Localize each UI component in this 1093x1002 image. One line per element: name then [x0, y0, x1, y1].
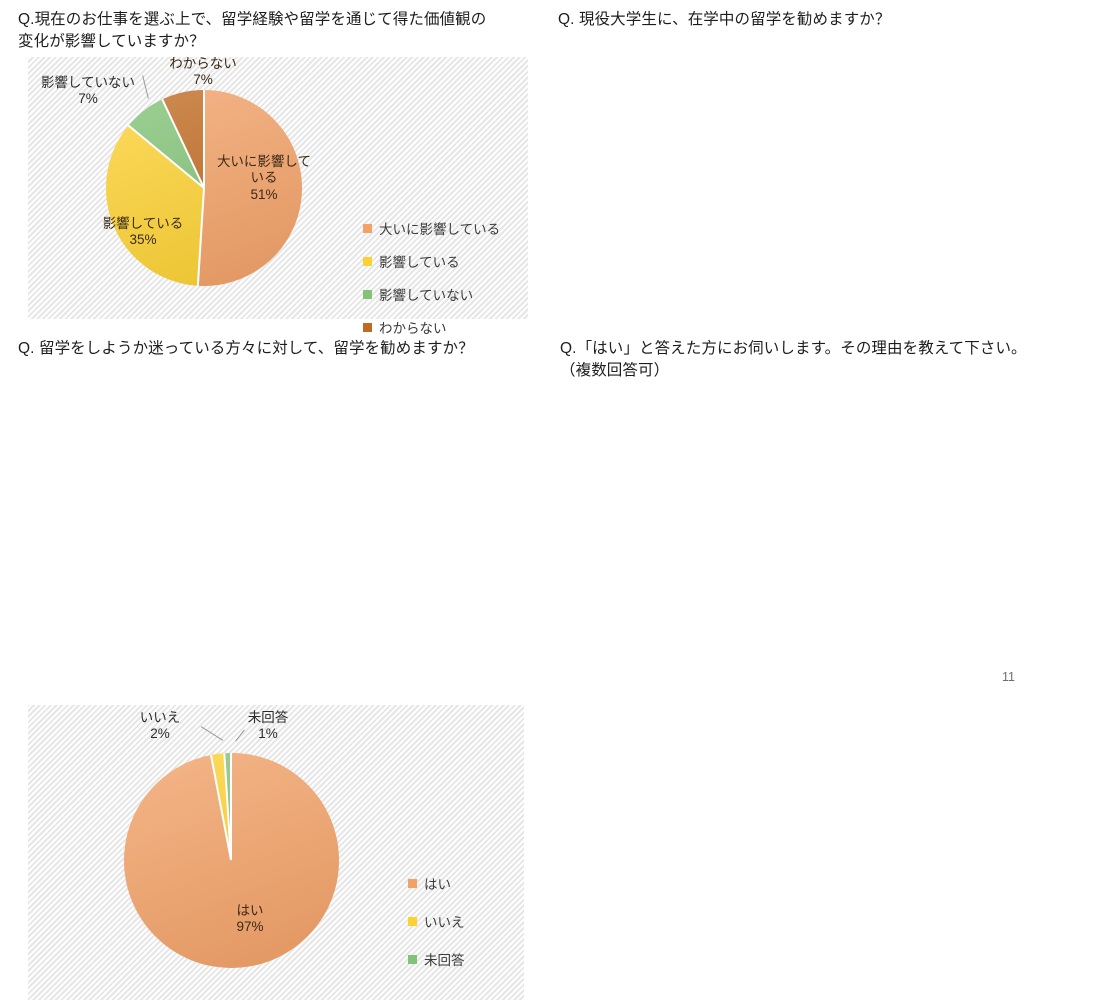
pie-label-q1-slice1: 大いに影響して いる 51%	[216, 154, 312, 202]
legend-swatch-icon	[363, 256, 372, 266]
legend-item[interactable]: 影響している	[363, 251, 500, 271]
legend-label: 影響している	[379, 255, 460, 270]
chart-title-q4: Q.「はい」と答えた方にお伺いします。その理由を教えて下さい。 （複数回答可）	[560, 340, 1027, 380]
pie-chart-q1	[106, 90, 302, 286]
legend-label: 影響していない	[379, 288, 474, 303]
legend-label: わからない	[379, 321, 447, 336]
legend-swatch-icon	[363, 289, 372, 299]
legend-swatch-icon	[408, 878, 417, 888]
pie-label-q1-slice3: 影響していない 7%	[40, 75, 136, 107]
pie-label-q3-slice1: はい 97%	[236, 903, 264, 935]
legend-item[interactable]: 大いに影響している	[363, 218, 500, 238]
legend-item[interactable]: わからない	[363, 317, 500, 337]
legend-item[interactable]: いいえ	[408, 911, 465, 931]
legend-label: 未回答	[424, 953, 465, 968]
pie-label-q1-slice4: わからない 7%	[169, 57, 237, 88]
plot-area-q1: 大いに影響して いる 51% 影響している 35% 影響していない 7% わから…	[28, 57, 528, 319]
pie-leader-line	[200, 726, 224, 741]
chart-title-q3: Q. 留学をしようか迷っている方々に対して、留学を勧めますか？	[18, 340, 474, 357]
legend-swatch-icon	[408, 954, 417, 964]
chart-panel-q4: Q.「はい」と答えた方にお伺いします。その理由を教えて下さい。 （複数回答可） …	[548, 330, 1093, 696]
chart-panel-q3: Q. 留学をしようか迷っている方々に対して、留学を勧めますか？ はい 97% い…	[0, 330, 548, 1000]
pie-label-q3-slice2: いいえ 2%	[139, 710, 181, 742]
legend-label: 大いに影響している	[379, 222, 501, 237]
chart-panel-q1: Q.現在のお仕事を選ぶ上で、留学経験や留学を通じて得た価値観の 変化が影響してい…	[0, 0, 548, 336]
chart-title-q1: Q.現在のお仕事を選ぶ上で、留学経験や留学を通じて得た価値観の 変化が影響してい…	[18, 11, 487, 51]
legend-swatch-icon	[363, 223, 372, 233]
pie-separator	[203, 90, 205, 188]
pie-label-q1-slice2: 影響している 35%	[102, 216, 184, 248]
chart-title-q2: Q. 現役大学生に、在学中の留学を勧めますか？	[558, 11, 891, 28]
legend-item[interactable]: 未回答	[408, 949, 465, 969]
legend-item[interactable]: 影響していない	[363, 284, 500, 304]
pie-label-q3-slice3: 未回答 1%	[247, 710, 289, 742]
legend-q1: 大いに影響している 影響している 影響していない わからない	[363, 218, 500, 350]
legend-swatch-icon	[408, 916, 417, 926]
legend-item[interactable]: はい	[408, 873, 465, 893]
page-number: 11	[1002, 670, 1015, 684]
legend-swatch-icon	[363, 322, 372, 332]
chart-panel-q2: Q. 現役大学生に、在学中の留学を勧めますか？ はい 94% いいえ 6% はい…	[548, 0, 1093, 330]
legend-label: いいえ	[424, 915, 465, 930]
legend-label: はい	[424, 877, 451, 892]
legend-q3: はい いいえ 未回答	[408, 873, 465, 987]
